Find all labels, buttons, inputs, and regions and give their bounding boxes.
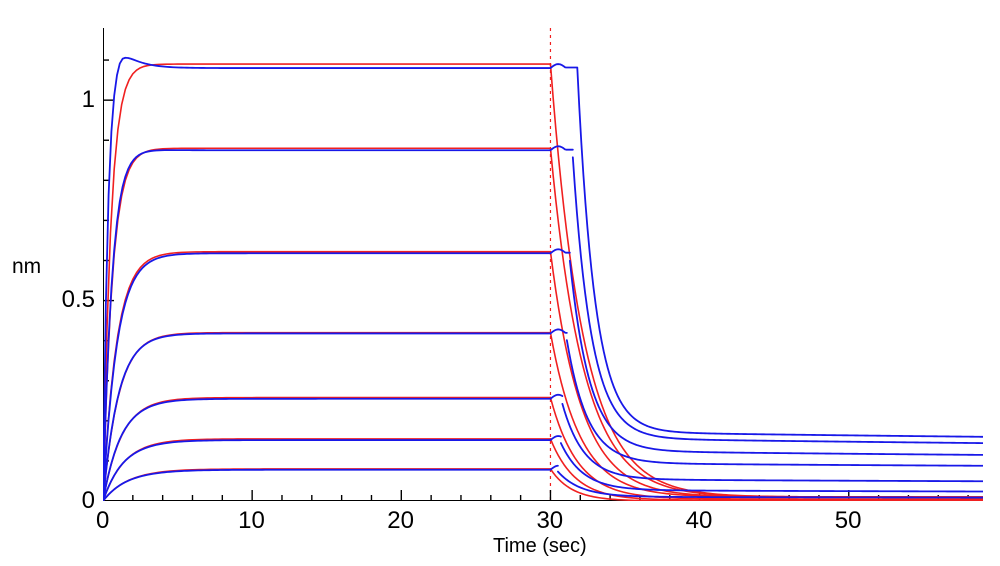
y-axis-label: nm — [12, 255, 41, 279]
x-tick: 30 — [536, 507, 563, 535]
x-tick: 50 — [835, 507, 862, 535]
x-axis-label: Time (sec) — [493, 535, 587, 558]
x-tick: 10 — [238, 507, 265, 535]
y-tick: 0 — [49, 487, 95, 515]
x-tick: 20 — [387, 507, 414, 535]
page: { "chart": { "type": "line", "background… — [0, 0, 1000, 566]
y-tick: 1 — [49, 86, 95, 114]
sensorgram-chart — [103, 28, 983, 501]
x-tick: 40 — [686, 507, 713, 535]
y-tick: 0.5 — [49, 286, 95, 314]
x-tick: 0 — [96, 507, 109, 535]
